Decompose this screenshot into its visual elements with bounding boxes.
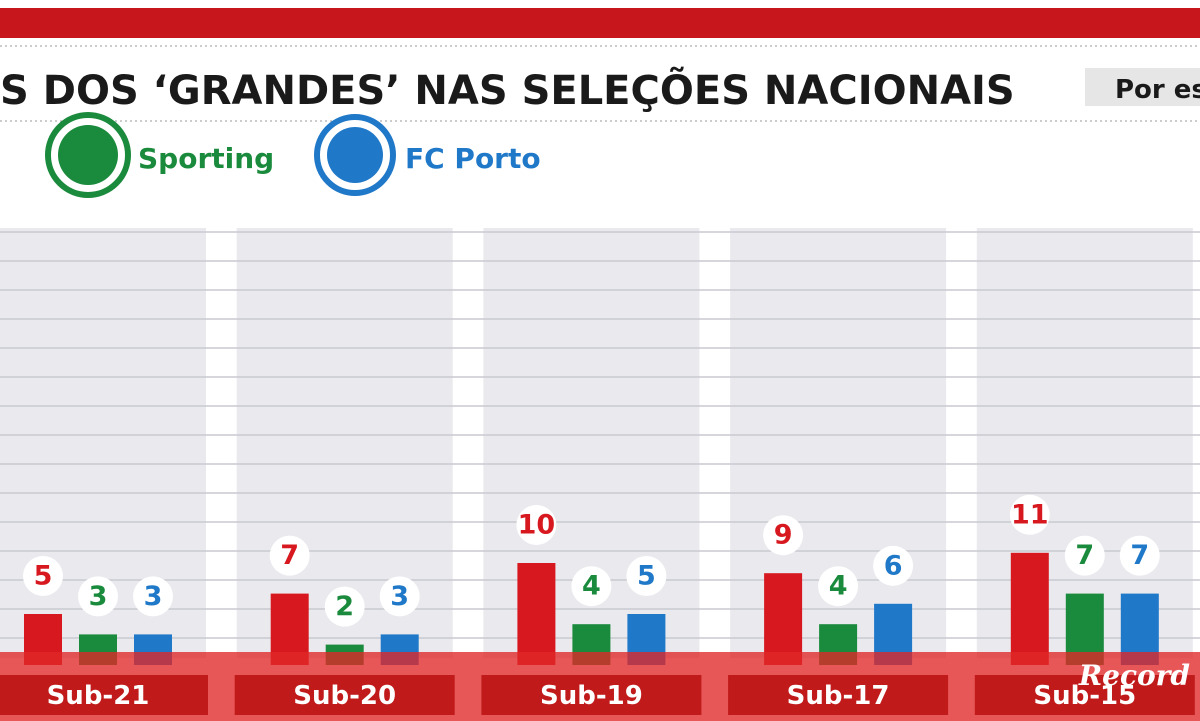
value-badge [763,515,804,556]
subtitle-box [1085,68,1200,106]
value-badge [626,556,667,596]
bar [517,563,556,665]
value-label: 5 [34,561,53,592]
value-badge [324,586,365,627]
value-badge [571,566,612,607]
x-tick-label: Sub-20 [293,681,396,711]
value-badge [1009,494,1050,535]
sporting-logo-inner [58,125,118,185]
value-badge [818,566,859,607]
value-label: 11 [1011,499,1049,530]
value-label: 5 [637,561,656,592]
x-tick-label: Sub-17 [787,681,890,711]
porto-logo-inner [327,127,383,183]
value-label: 7 [1075,540,1094,571]
value-badge [873,545,914,586]
value-label: 3 [144,581,163,612]
value-badge [1064,535,1105,576]
value-label: 9 [774,520,793,551]
subtitle: Por es [1115,75,1200,105]
value-badge [78,576,118,617]
bar [764,573,803,665]
value-badge [133,576,173,617]
value-badge [23,556,63,596]
value-badge [269,535,310,576]
legend-label: Sporting [138,142,274,175]
category-box [974,675,1195,715]
bar [1010,552,1049,665]
value-label: 3 [390,581,409,612]
value-badge [1119,535,1160,576]
category-box [481,675,702,715]
category-box [0,675,208,715]
watermark: Record [1078,659,1190,692]
x-tick-label: Sub-15 [1033,681,1136,711]
chart-title: S DOS ‘GRANDES’ NAS SELEÇÕES NACIONAIS [0,66,1015,114]
value-label: 3 [89,581,108,612]
value-label: 7 [1130,540,1149,571]
x-tick-label: Sub-19 [540,681,643,711]
value-label: 2 [335,591,354,622]
value-label: 4 [829,571,848,602]
legend [45,112,396,198]
value-badge [516,505,557,545]
top-band [0,8,1200,38]
value-label: 10 [518,510,556,541]
panel [976,228,1193,658]
value-label: 4 [582,571,601,602]
legend-label: FC Porto [405,142,541,175]
value-label: 6 [884,550,903,581]
value-badge [379,576,420,617]
value-label: 7 [280,540,299,571]
category-box [234,675,455,715]
x-tick-label: Sub-21 [47,681,150,711]
category-box [728,675,949,715]
